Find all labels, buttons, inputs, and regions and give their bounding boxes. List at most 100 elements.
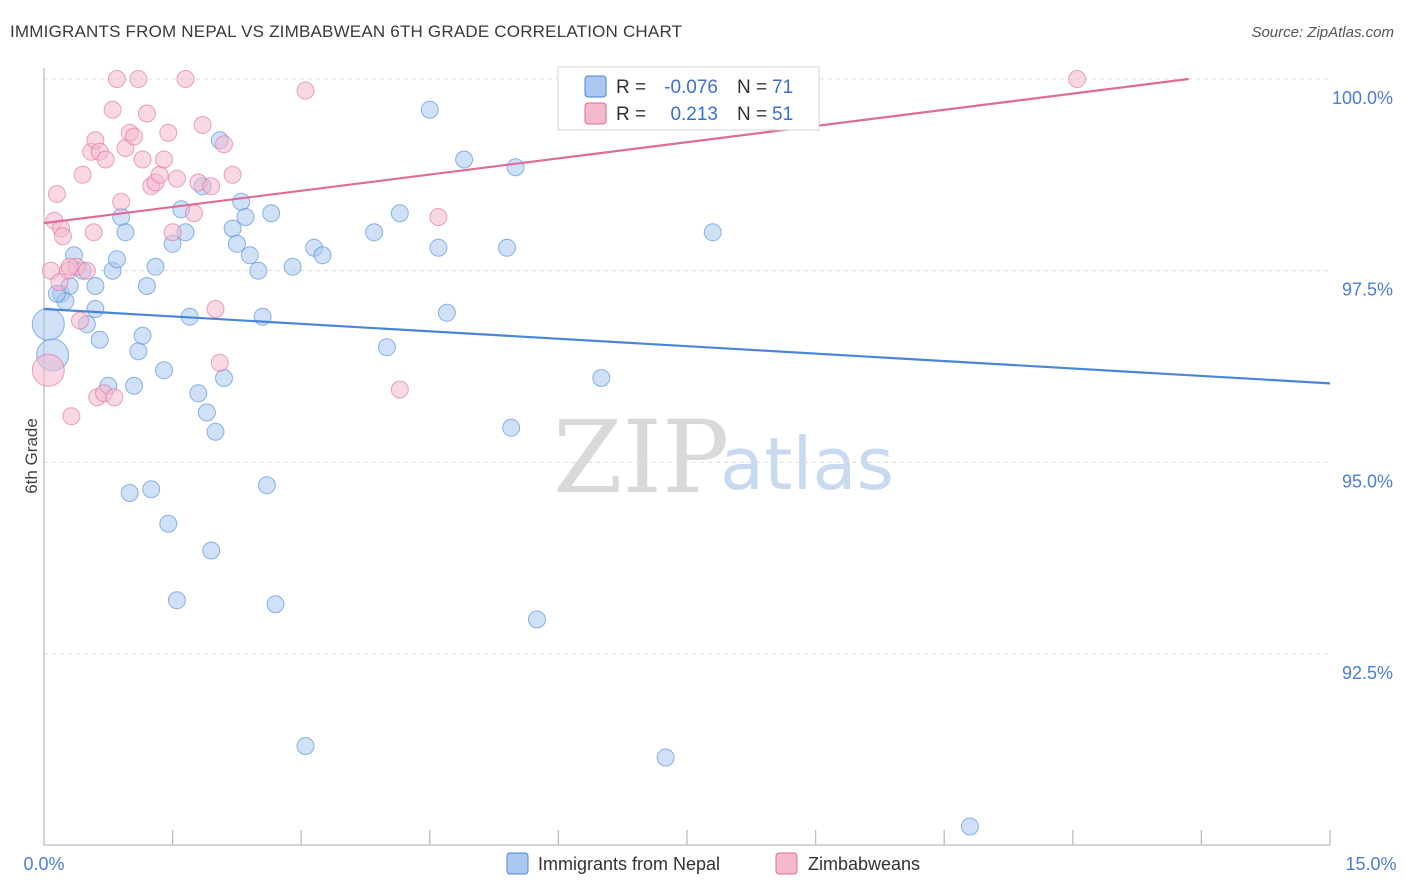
nepal-point: [960, 817, 979, 836]
nepal-point: [266, 595, 285, 614]
zimbabweans-point: [77, 261, 96, 280]
watermark-atlas: atlas: [720, 422, 894, 506]
zimbabweans-point: [53, 227, 72, 246]
bottom-legend-swatch-nepal: [506, 852, 529, 875]
zimbabweans-point: [210, 353, 229, 372]
nepal-point: [420, 100, 439, 119]
nepal-point: [159, 514, 178, 533]
nepal-point: [86, 277, 105, 295]
zimbabweans-point: [84, 223, 103, 242]
source-credit: Source: ZipAtlas.com: [1251, 24, 1394, 41]
nepal-point: [206, 422, 225, 441]
nepal-point: [365, 223, 384, 242]
zimbabweans-point: [223, 165, 242, 184]
nepal-point: [129, 342, 148, 361]
x-axis-ticks: [171, 830, 1331, 845]
zimbabweans-point: [107, 70, 126, 88]
zimbabweans-point: [215, 135, 233, 154]
nepal-point: [262, 204, 281, 223]
legend-r-label-zimbabweans: R =: [616, 104, 646, 125]
nepal-point: [137, 277, 156, 295]
zimbabweans-point: [133, 150, 152, 169]
nepal-point: [189, 384, 208, 403]
nepal-point: [90, 330, 109, 349]
trend-lines: [43, 77, 1331, 385]
zimbabweans-point: [163, 223, 182, 242]
series-zimbabweans-points: [31, 70, 1087, 426]
zimbabweans-point: [150, 165, 169, 184]
nepal-point: [232, 192, 251, 211]
nepal-point: [120, 484, 139, 502]
nepal-point: [31, 307, 65, 341]
legend-swatch-nepal: [584, 75, 607, 98]
gridlines: [44, 78, 1330, 655]
legend-r-value-zimbabweans: 0.213: [670, 104, 718, 125]
watermark-zip: ZIP: [553, 399, 729, 516]
nepal-point: [429, 238, 448, 257]
legend-r-label-nepal: R =: [616, 77, 646, 98]
zimbabweans-point: [193, 116, 212, 134]
zimbabweans-point: [155, 150, 173, 169]
nepal-point: [202, 541, 221, 560]
nepal-point: [146, 257, 165, 276]
bottom-legend-swatch-zimbabweans: [775, 852, 798, 875]
nepal-point: [656, 748, 675, 767]
x-tick-label-max: 15.0%: [1345, 854, 1396, 874]
legend-n-value-zimbabweans: 51: [772, 104, 793, 125]
bottom-legend-label-zimbabweans: Zimbabweans: [808, 854, 920, 874]
zimbabweans-point: [73, 165, 92, 184]
nepal-trend-line: [43, 307, 1331, 385]
zimbabweans-point: [167, 169, 186, 188]
nepal-point: [125, 376, 143, 395]
nepal-point: [86, 300, 105, 318]
legend-n-label-nepal: N =: [737, 77, 767, 98]
x-tick-label-min: 0.0%: [23, 854, 64, 874]
legend-r-value-nepal: -0.076: [664, 77, 718, 98]
zimbabweans-point: [112, 192, 131, 211]
zimbabweans-point: [60, 257, 79, 276]
nepal-point: [377, 338, 396, 357]
zimbabweans-point: [202, 177, 221, 196]
nepal-point: [133, 326, 152, 345]
zimbabweans-point: [103, 100, 122, 119]
nepal-point: [390, 204, 409, 223]
zimbabweans-point: [159, 123, 178, 142]
zimbabweans-point: [206, 300, 225, 318]
zimbabweans-point: [429, 208, 448, 226]
stats-legend: R = -0.076 N = 71 R = 0.213 N = 51: [557, 66, 820, 131]
legend-swatch-zimbabweans: [584, 102, 607, 125]
nepal-point: [703, 223, 722, 242]
nepal-point: [506, 158, 525, 177]
nepal-point: [455, 150, 474, 169]
zimbabweans-point: [125, 127, 143, 146]
zimbabweans-point: [47, 185, 66, 203]
nepal-point: [240, 246, 259, 265]
nepal-point: [116, 223, 135, 242]
nepal-point: [197, 403, 216, 422]
nepal-point: [592, 369, 611, 387]
zimbabweans-point: [176, 70, 195, 88]
nepal-point: [283, 257, 302, 276]
zimbabweans-point: [31, 353, 65, 387]
nepal-point: [257, 476, 276, 495]
nepal-point: [215, 369, 233, 387]
nepal-point: [227, 234, 246, 253]
nepal-point: [112, 208, 131, 226]
zimbabweans-point: [296, 81, 315, 100]
y-tick-label: 92.5%: [1342, 663, 1393, 683]
nepal-point: [502, 418, 521, 437]
legend-n-value-nepal: 71: [772, 77, 793, 98]
zimbabweans-point: [185, 204, 203, 223]
zimbabweans-point: [137, 104, 156, 123]
series-legend: Immigrants from Nepal Zimbabweans: [506, 852, 920, 875]
zimbabweans-point: [71, 311, 89, 330]
nepal-point: [142, 480, 161, 499]
bottom-legend-label-nepal: Immigrants from Nepal: [538, 854, 720, 874]
legend-n-label-zimbabweans: N =: [737, 104, 767, 125]
zimbabweans-trend-line: [43, 77, 1189, 225]
zimbabweans-point: [129, 70, 148, 88]
zimbabweans-point: [390, 380, 409, 399]
zimbabweans-point: [96, 150, 115, 169]
nepal-point: [296, 737, 315, 755]
